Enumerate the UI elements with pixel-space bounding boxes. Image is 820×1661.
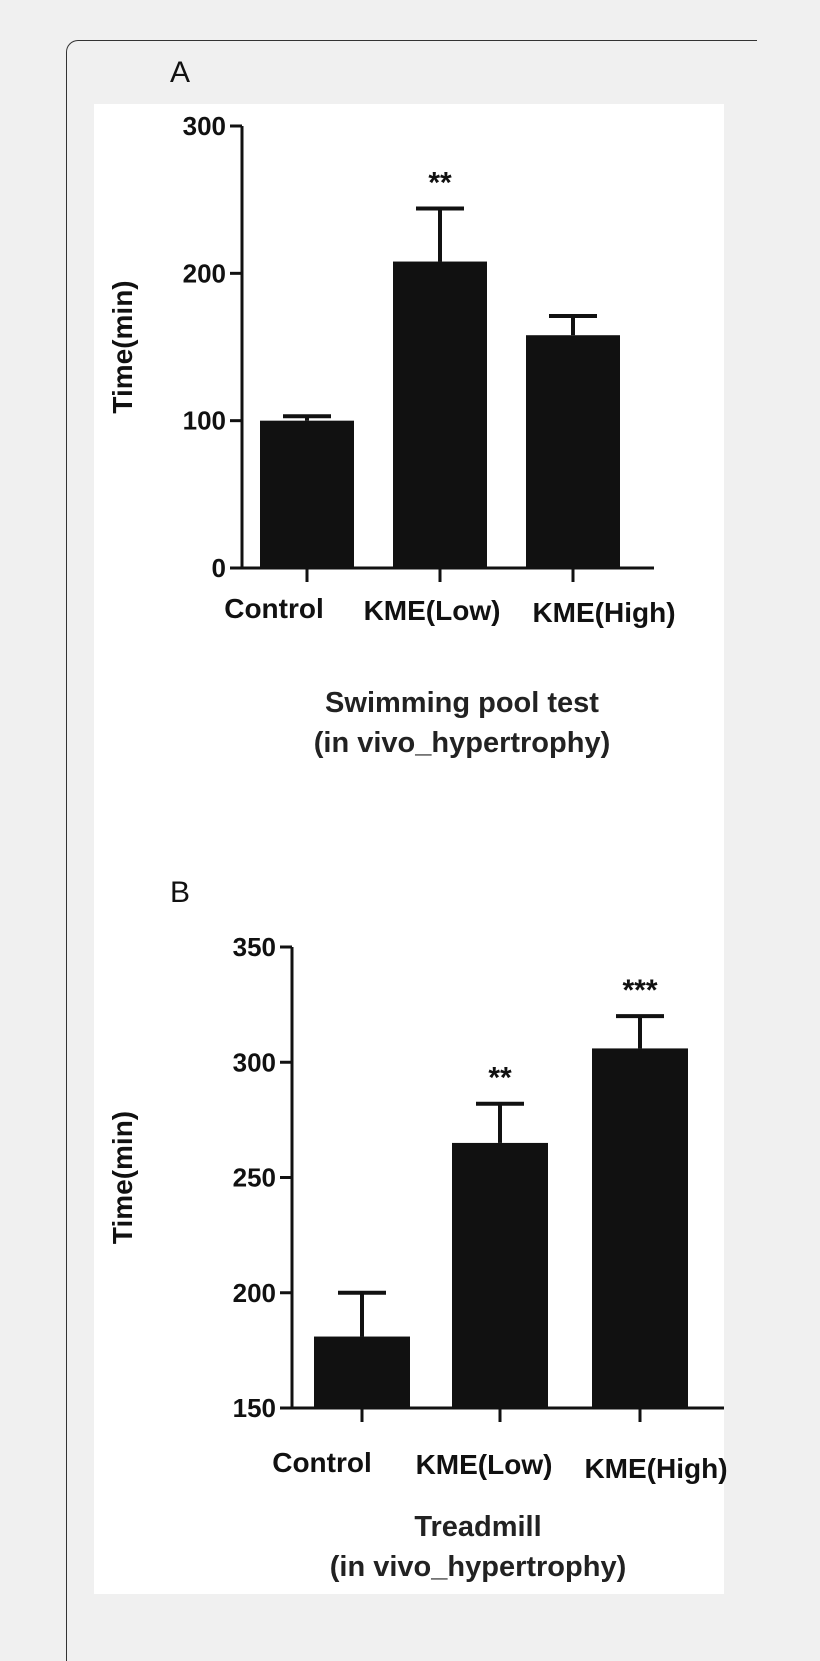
chart-a-caption-line-0: Swimming pool test: [325, 687, 599, 719]
chart-b-bar-0: [314, 1336, 410, 1408]
chart-a-y-tick-label: 300: [183, 111, 226, 141]
chart-b-significance-2: ***: [622, 974, 657, 1007]
chart-a-category-label-1: KME(Low): [364, 595, 501, 626]
chart-a-caption-line-1: (in vivo_hypertrophy): [314, 727, 611, 759]
chart-b-category-label-1: KME(Low): [416, 1449, 553, 1480]
chart-b-bar-1: [452, 1142, 548, 1408]
chart-a-bar-2: [526, 335, 620, 568]
chart-a-bar-0: [260, 420, 354, 568]
chart-b-y-tick-label: 300: [233, 1047, 276, 1077]
chart-a-y-tick-label: 100: [183, 406, 226, 436]
chart-b-caption-line-1: (in vivo_hypertrophy): [330, 1551, 627, 1583]
chart-b-category-label-2: KME(High): [584, 1453, 727, 1484]
chart-b-y-axis-label: Time(min): [107, 1111, 138, 1244]
chart-b-bar-2: [592, 1048, 688, 1408]
panel-label-a: A: [170, 56, 191, 89]
chart-a-y-axis-label: Time(min): [107, 280, 138, 413]
chart-a-category-label-2: KME(High): [532, 597, 675, 628]
chart-a-y-tick-label: 0: [212, 553, 226, 583]
chart-b-y-tick-label: 150: [233, 1393, 276, 1423]
chart-a-bar-1: [393, 261, 487, 568]
chart-b-y-tick-label: 250: [233, 1163, 276, 1193]
panel-label-b: B: [170, 876, 191, 909]
figure-frame: [66, 40, 757, 1661]
chart-b-y-tick-label: 200: [233, 1278, 276, 1308]
chart-b-y-tick-label: 350: [233, 932, 276, 962]
chart-a-category-label-0: Control: [224, 593, 324, 624]
chart-b-significance-1: **: [488, 1062, 512, 1095]
chart-b-category-label-0: Control: [272, 1447, 372, 1478]
chart-b-caption-line-0: Treadmill: [414, 1511, 541, 1543]
chart-a-y-tick-label: 200: [183, 258, 226, 288]
chart-a-significance-1: **: [428, 167, 452, 200]
